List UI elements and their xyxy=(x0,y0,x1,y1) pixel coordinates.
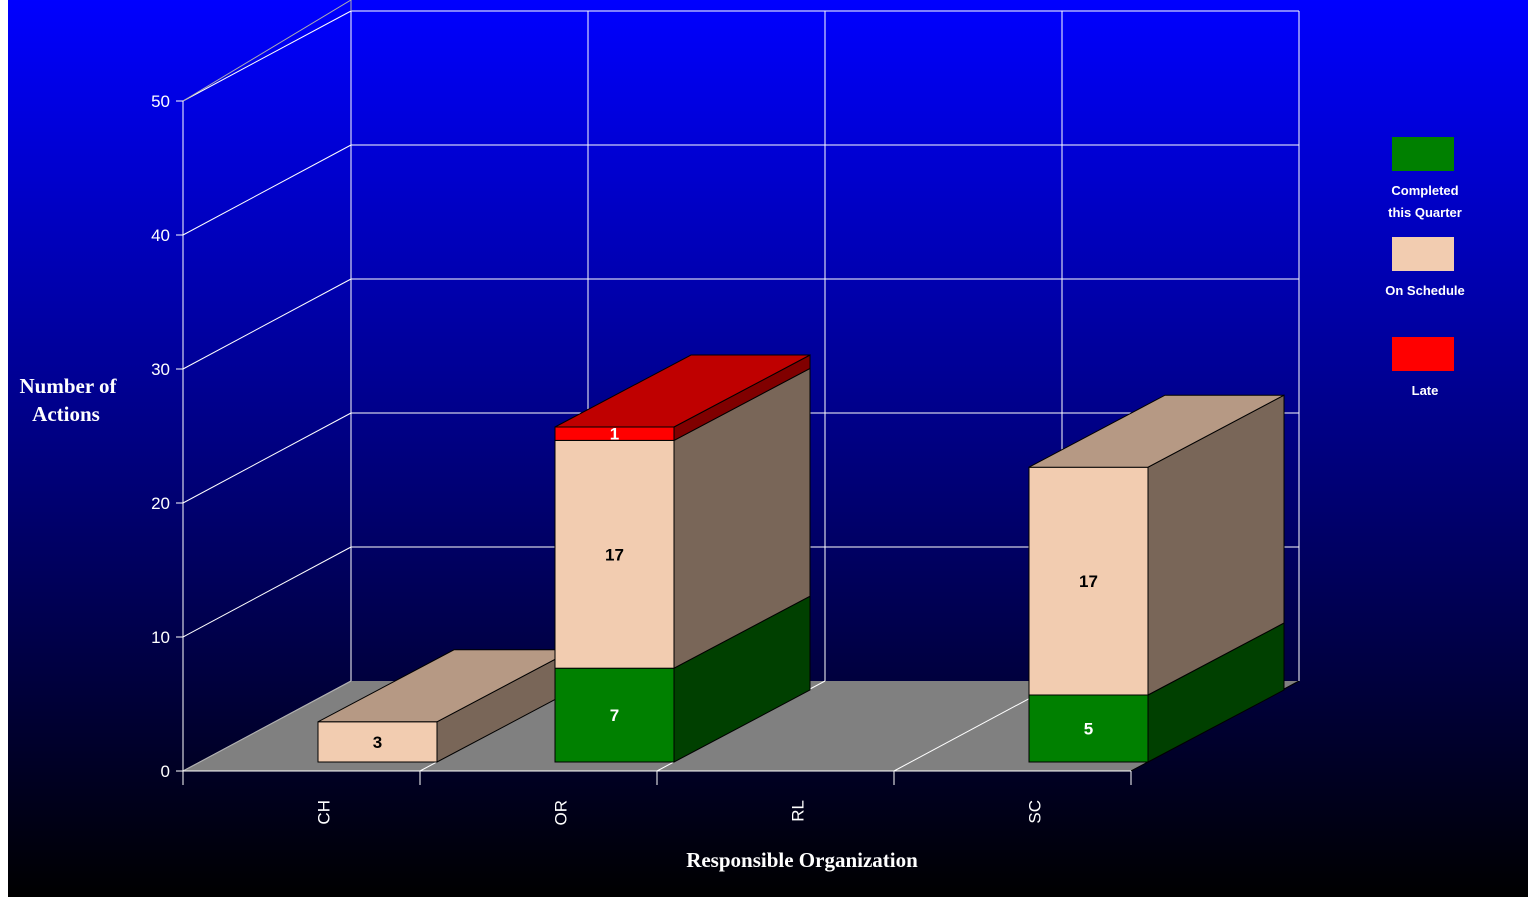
x-category-label-RL: RL xyxy=(789,800,808,822)
data-label-SC-0: 5 xyxy=(1084,720,1093,739)
side-wall-gridline xyxy=(182,412,352,504)
x-category-label-SC: SC xyxy=(1026,800,1045,824)
y-tick-label: 20 xyxy=(151,494,170,513)
axis-layer: 0 10 20 30 40 50 CH OR RL SC xyxy=(151,92,1132,826)
side-wall-gridline xyxy=(182,680,352,772)
data-label-SC-1: 17 xyxy=(1079,572,1098,591)
x-category-label-CH: CH xyxy=(315,800,334,825)
side-wall-gridline xyxy=(182,10,352,102)
bar-SC-1 xyxy=(1028,466,1149,696)
legend-label-0: this Quarter xyxy=(1388,205,1462,220)
y-tick-label: 0 xyxy=(161,762,170,781)
x-axis-title: Responsible Organization xyxy=(686,848,918,872)
side-wall-rim xyxy=(182,0,352,102)
legend-label-2: Late xyxy=(1412,383,1439,398)
x-category-label-OR: OR xyxy=(552,800,571,826)
bar-OR-1 xyxy=(554,439,675,669)
data-label-OR-0: 7 xyxy=(610,706,619,725)
y-tick-label: 40 xyxy=(151,226,170,245)
y-axis-title-line-2: Actions xyxy=(32,402,100,426)
side-wall-gridline xyxy=(182,144,352,236)
bar-SC-0 xyxy=(1028,694,1149,763)
side-wall-gridline xyxy=(182,546,352,638)
y-tick-label: 30 xyxy=(151,360,170,379)
data-label-CH-1: 3 xyxy=(373,733,382,752)
bar-OR-0 xyxy=(554,667,675,763)
bar-top-SC xyxy=(1028,394,1285,468)
legend: Completed this Quarter On Schedule Late xyxy=(1385,137,1465,398)
legend-label-1: On Schedule xyxy=(1385,283,1464,298)
y-tick-label: 50 xyxy=(151,92,170,111)
y-tick-label: 10 xyxy=(151,628,170,647)
legend-swatch-2 xyxy=(1392,337,1454,371)
data-label-OR-2: 1 xyxy=(610,425,619,444)
side-wall-gridline xyxy=(182,278,352,370)
data-label-OR-1: 17 xyxy=(605,545,624,564)
legend-swatch-1 xyxy=(1392,237,1454,271)
legend-swatch-0 xyxy=(1392,137,1454,171)
bar-layer: 3 7 17 1 5 17 xyxy=(317,354,1285,763)
y-axis-title-line-1: Number of xyxy=(19,374,117,398)
bar-top-OR xyxy=(554,354,811,428)
legend-label-0: Completed xyxy=(1391,183,1458,198)
